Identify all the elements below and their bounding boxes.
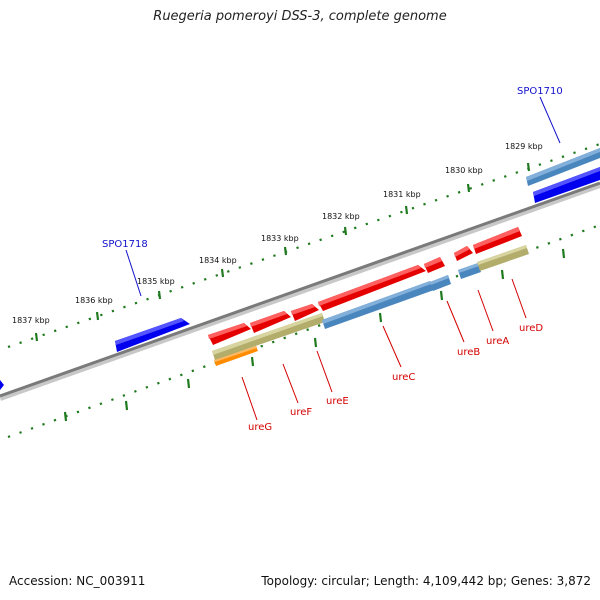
gene-left-edge-blue[interactable]: [0, 380, 4, 390]
genome-summary-text: Topology: circular; Length: 4,109,442 bp…: [261, 574, 591, 588]
spo1710-label: SPO1710: [517, 86, 563, 97]
tick-label-1831: 1831 kbp: [383, 190, 421, 199]
ure-label-leaders: [241, 278, 527, 421]
gene-spo1710[interactable]: [533, 167, 600, 203]
map-title: Ruegeria pomeroyi DSS-3, complete genome: [153, 9, 447, 24]
accession-text: Accession: NC_003911: [9, 574, 146, 588]
spo1718-label-leader: [125, 249, 142, 297]
tick-label-1834: 1834 kbp: [199, 256, 237, 265]
gene-ureG-forward[interactable]: [208, 323, 251, 345]
gene-spo1718[interactable]: [115, 318, 190, 352]
spo1718-label: SPO1718: [102, 239, 148, 250]
genome-backbone: [0, 181, 600, 398]
gene-label-ureB: ureB: [457, 347, 480, 358]
feature-blue-ureB[interactable]: [430, 275, 451, 291]
feature-blue-ureC[interactable]: [322, 281, 434, 329]
gene-ureC-forward[interactable]: [318, 265, 426, 311]
gene-ureA-forward[interactable]: [454, 246, 473, 261]
tick-label-1835: 1835 kbp: [137, 277, 175, 286]
gene-ureB-forward[interactable]: [424, 257, 445, 273]
gene-label-ureA: ureA: [486, 336, 509, 347]
gene-ureE-forward[interactable]: [291, 304, 319, 321]
feature-olive-ureGF[interactable]: [212, 313, 325, 360]
gene-label-ureG: ureG: [248, 422, 272, 433]
tick-label-1837: 1837 kbp: [12, 316, 50, 325]
inner-major-ticks: [63, 248, 566, 422]
tick-label-1836: 1836 kbp: [75, 296, 113, 305]
tick-label-1833: 1833 kbp: [261, 234, 299, 243]
gene-ureF-forward[interactable]: [250, 311, 291, 333]
tick-label-1830: 1830 kbp: [445, 166, 483, 175]
feature-blue-ureA[interactable]: [458, 263, 481, 279]
gene-top-right-blue[interactable]: [526, 148, 600, 186]
spo1710-label-leader: [539, 96, 561, 144]
genome-backbone-shadow: [0, 182, 600, 401]
gene-label-ureE: ureE: [326, 396, 349, 407]
tick-label-1829: 1829 kbp: [505, 142, 543, 151]
gene-ureD-forward[interactable]: [473, 227, 522, 254]
feature-orange-ureG[interactable]: [214, 346, 258, 366]
tick-label-1832: 1832 kbp: [322, 212, 360, 221]
outer-major-ticks: [34, 162, 531, 342]
feature-olive-ureD[interactable]: [477, 245, 529, 271]
gene-label-ureD: ureD: [519, 323, 543, 334]
gene-label-ureC: ureC: [392, 372, 415, 383]
gene-label-ureF: ureF: [290, 407, 312, 418]
